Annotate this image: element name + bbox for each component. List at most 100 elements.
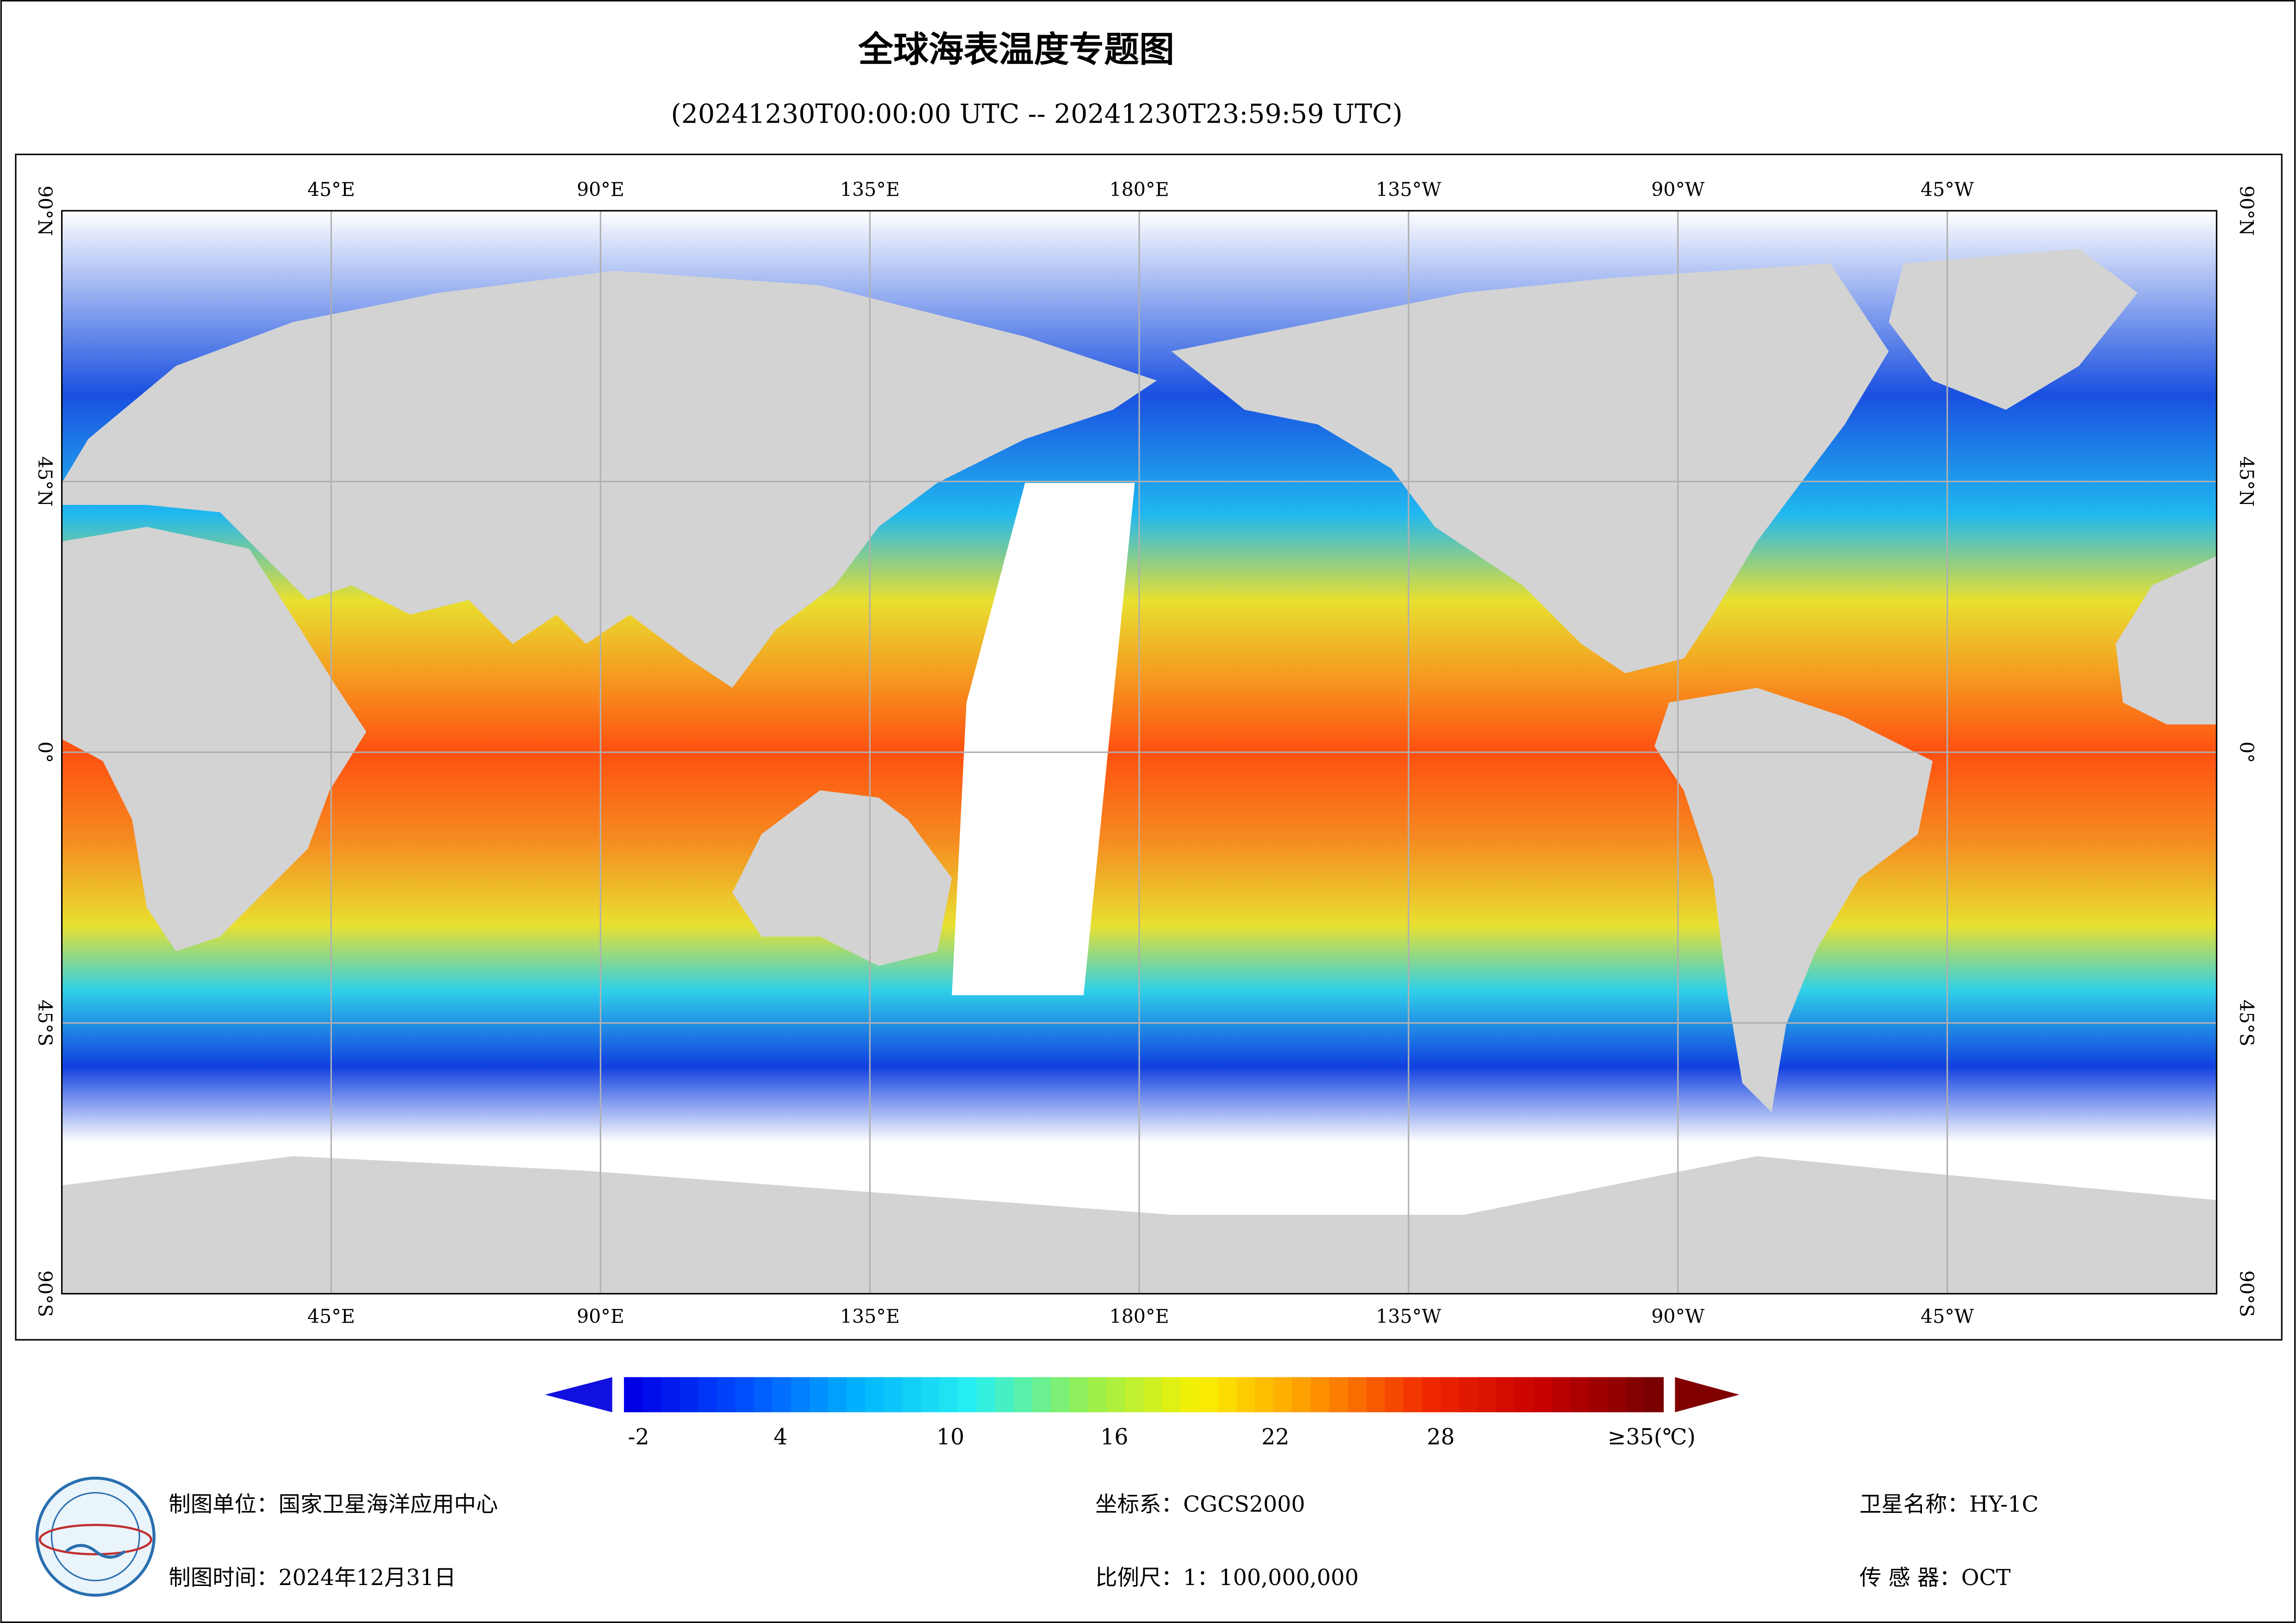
longitude-label: 180°E xyxy=(1110,179,1169,201)
colorbar-cell xyxy=(1645,1377,1664,1412)
colorbar-cell xyxy=(1422,1377,1441,1412)
colorbar-cell xyxy=(921,1377,940,1412)
colorbar-cell xyxy=(1607,1377,1627,1412)
colorbar-cell xyxy=(1255,1377,1274,1412)
longitude-label: 45°E xyxy=(307,179,355,201)
colorbar-cell xyxy=(754,1377,773,1412)
colorbar-cell xyxy=(1069,1377,1089,1412)
colorbar-cell xyxy=(1589,1377,1608,1412)
colorbar-cell xyxy=(809,1377,829,1412)
longitude-label: 180°E xyxy=(1110,1306,1169,1328)
longitude-label: 135°W xyxy=(1376,1306,1441,1328)
colorbar-cell xyxy=(1403,1377,1423,1412)
longitude-label: 45°W xyxy=(1921,1306,1974,1328)
colorbar-cell xyxy=(1125,1377,1144,1412)
colorbar-cell xyxy=(717,1377,736,1412)
sensor: 传 感 器：OCT xyxy=(1859,1565,2011,1591)
colorbar-cell xyxy=(735,1377,755,1412)
colorbar-cell xyxy=(1626,1377,1645,1412)
colorbar-cell xyxy=(1348,1377,1367,1412)
latitude-label: 90°N xyxy=(2235,186,2258,236)
subtitle: (20241230T00:00:00 UTC -- 20241230T23:59… xyxy=(671,99,1402,130)
colorbar-cell xyxy=(1088,1377,1107,1412)
map-border xyxy=(61,210,2218,1295)
colorbar-cell xyxy=(1552,1377,1571,1412)
colorbar-cell xyxy=(661,1377,680,1412)
colorbar-label: 16 xyxy=(1100,1424,1128,1450)
map-frame xyxy=(15,154,2283,1341)
latitude-label: 45°S xyxy=(34,1000,56,1046)
colorbar-cell xyxy=(1106,1377,1126,1412)
logo xyxy=(35,1476,156,1597)
colorbar-cell xyxy=(1292,1377,1311,1412)
colorbar-cell xyxy=(642,1377,662,1412)
colorbar-cell xyxy=(1329,1377,1348,1412)
land xyxy=(62,249,2217,1294)
latitude-label: 90°N xyxy=(34,186,56,236)
colorbar-cell xyxy=(1515,1377,1534,1412)
colorbar-cell xyxy=(1217,1377,1237,1412)
colorbar-cell xyxy=(1496,1377,1516,1412)
colorbar-cell xyxy=(698,1377,718,1412)
longitude-label: 45°E xyxy=(307,1306,355,1328)
colorbar-cell xyxy=(624,1377,643,1412)
colorbar-cell xyxy=(791,1377,810,1412)
colorbar-label: 10 xyxy=(936,1424,964,1450)
colorbar-cell xyxy=(865,1377,885,1412)
production-date: 制图时间：2024年12月31日 xyxy=(168,1565,456,1591)
latitude-label: 45°N xyxy=(2235,456,2258,507)
longitude-label: 135°E xyxy=(840,1306,900,1328)
colorbar-cell xyxy=(1459,1377,1479,1412)
colorbar-cell xyxy=(1180,1377,1200,1412)
colorbar-label: -2 xyxy=(628,1424,649,1450)
colorbar-cell xyxy=(680,1377,699,1412)
colorbar-cell xyxy=(828,1377,847,1412)
latitude-label: 90°S xyxy=(34,1270,56,1317)
colorbar-cell xyxy=(1478,1377,1497,1412)
longitude-label: 135°W xyxy=(1376,179,1441,201)
map-scale: 比例尺：1：100,000,000 xyxy=(1095,1565,1359,1591)
colorbar-cell xyxy=(1273,1377,1293,1412)
longitude-label: 90°E xyxy=(577,1306,624,1328)
satellite: 卫星名称：HY-1C xyxy=(1859,1492,2039,1517)
latitude-label: 90°S xyxy=(2235,1270,2258,1317)
colorbar-cell xyxy=(1162,1377,1181,1412)
colorbar-cell xyxy=(1441,1377,1460,1412)
longitude-label: 90°E xyxy=(577,179,624,201)
latitude-label: 45°S xyxy=(2235,1000,2258,1046)
latitude-label: 0° xyxy=(34,741,56,763)
colorbar-cell xyxy=(995,1377,1014,1412)
colorbar: -2 4 10 16 22 28 ≥35(℃) xyxy=(545,1377,1740,1450)
colorbar-cell xyxy=(976,1377,996,1412)
colorbar-cell xyxy=(1032,1377,1051,1412)
no-data-swath xyxy=(952,483,1135,995)
colorbar-cell xyxy=(1385,1377,1404,1412)
colorbar-cell xyxy=(1199,1377,1218,1412)
colorbar-cell xyxy=(1013,1377,1033,1412)
colorbar-cell xyxy=(1051,1377,1070,1412)
map: 45°E 45°E 90°E 90°E 135°E 135°E 180°E 180°E 135°… xyxy=(15,154,2283,1341)
longitude-label: 90°W xyxy=(1651,179,1705,201)
colorbar-cell xyxy=(1570,1377,1590,1412)
colorbar-cell xyxy=(1366,1377,1385,1412)
colorbar-label: 22 xyxy=(1261,1424,1289,1450)
colorbar-cell xyxy=(772,1377,792,1412)
producer: 制图单位：国家卫星海洋应用中心 xyxy=(168,1492,498,1517)
colorbar-cell xyxy=(958,1377,977,1412)
coordinate-system: 坐标系：CGCS2000 xyxy=(1095,1492,1305,1517)
longitude-label: 90°W xyxy=(1651,1306,1705,1328)
title: 全球海表温度专题图 xyxy=(858,29,1174,70)
colorbar-cell xyxy=(902,1377,922,1412)
latitude-label: 45°N xyxy=(34,456,56,507)
colorbar-label: ≥35(℃) xyxy=(1608,1424,1696,1450)
colorbar-cell xyxy=(1310,1377,1330,1412)
colorbar-low-arrow xyxy=(545,1377,612,1412)
longitude-label: 135°E xyxy=(840,179,900,201)
colorbar-cell xyxy=(1533,1377,1553,1412)
colorbar-label: 28 xyxy=(1427,1424,1454,1450)
latitude-label: 0° xyxy=(2235,741,2258,763)
colorbar-cell xyxy=(847,1377,866,1412)
graticule: 45°E 45°E 90°E 90°E 135°E 135°E 180°E 180°E 135°… xyxy=(34,179,2258,1328)
colorbar-high-arrow xyxy=(1675,1377,1740,1412)
